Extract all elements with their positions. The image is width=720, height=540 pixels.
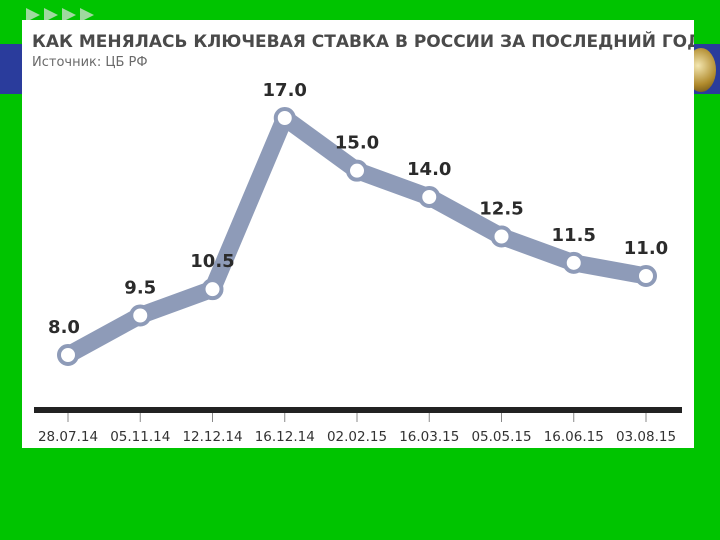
chevron-icon: [80, 8, 94, 22]
line-chart: КАК МЕНЯЛАСЬ КЛЮЧЕВАЯ СТАВКА В РОССИИ ЗА…: [32, 30, 694, 445]
chart-title: КАК МЕНЯЛАСЬ КЛЮЧЕВАЯ СТАВКА В РОССИИ ЗА…: [32, 30, 694, 52]
x-tick-label: 16.06.15: [544, 429, 604, 445]
data-label: 17.0: [263, 80, 307, 101]
data-label: 12.5: [479, 199, 523, 220]
data-point: [57, 344, 79, 366]
x-axis-line: [34, 407, 682, 413]
data-label: 11.0: [624, 238, 668, 259]
data-point: [490, 225, 513, 248]
data-point: [418, 186, 441, 208]
chevron-icon: [26, 8, 40, 22]
data-point: [346, 159, 368, 182]
x-tick-label: 28.07.14: [38, 429, 98, 445]
chart-card: КАК МЕНЯЛАСЬ КЛЮЧЕВАЯ СТАВКА В РОССИИ ЗА…: [22, 20, 694, 448]
data-label: 11.5: [552, 225, 596, 246]
chevron-decoration: [26, 8, 94, 22]
data-label: 9.5: [124, 278, 156, 299]
data-point: [562, 251, 585, 274]
x-tick-label: 16.12.14: [255, 429, 315, 445]
x-tick-label: 05.05.15: [471, 429, 531, 445]
left-blue-band: [0, 44, 22, 94]
x-tick-label: 16.03.15: [399, 429, 459, 445]
data-point: [635, 265, 657, 287]
x-tick-label: 05.11.14: [110, 429, 170, 445]
x-tick-label: 12.12.14: [182, 429, 242, 445]
x-tick-label: 03.08.15: [616, 429, 676, 445]
data-label: 10.5: [190, 251, 234, 272]
chevron-icon: [62, 8, 76, 22]
x-tick-label: 02.02.15: [327, 429, 387, 445]
data-label: 14.0: [407, 159, 451, 180]
data-label: 15.0: [335, 133, 379, 154]
chevron-icon: [44, 8, 58, 22]
data-label: 8.0: [48, 317, 80, 338]
chart-source: Источник: ЦБ РФ: [32, 55, 148, 70]
data-point: [129, 304, 152, 327]
data-point: [273, 107, 296, 129]
data-point: [201, 278, 224, 301]
